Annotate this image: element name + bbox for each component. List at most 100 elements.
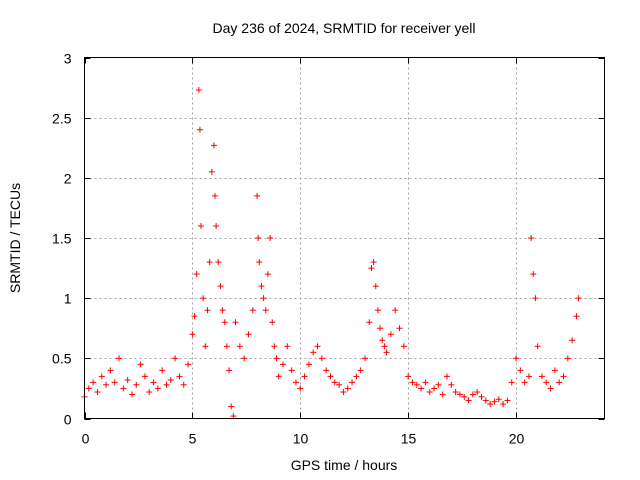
data-point: [383, 349, 390, 356]
data-point: [217, 283, 224, 290]
tick-labels: 0 0.5 1 1.5 2 2.5 3 0 5 10 15 20: [52, 51, 524, 447]
data-point: [206, 259, 213, 266]
data-point: [344, 385, 351, 392]
data-point: [478, 393, 485, 400]
data-point: [226, 367, 233, 374]
data-point: [405, 373, 412, 380]
data-point: [413, 381, 420, 388]
data-point: [318, 355, 325, 362]
data-point: [271, 343, 278, 350]
data-point: [241, 355, 248, 362]
data-points: [81, 86, 582, 420]
data-point: [323, 367, 330, 374]
data-point: [532, 295, 539, 302]
grid-lines: [84, 57, 605, 419]
data-point: [221, 319, 228, 326]
y-axis-label: SRMTID / TECUs: [7, 183, 23, 293]
data-point: [353, 373, 360, 380]
data-point: [258, 283, 265, 290]
y-tick-label: 3: [64, 51, 72, 67]
data-point: [400, 343, 407, 350]
data-point: [210, 142, 217, 149]
data-point: [528, 235, 535, 241]
data-point: [392, 307, 399, 314]
y-tick-label: 2.5: [52, 111, 72, 127]
data-point: [85, 385, 92, 392]
data-point: [116, 355, 123, 362]
data-point: [452, 389, 459, 396]
data-point: [223, 343, 230, 350]
data-point: [146, 389, 153, 396]
data-point: [301, 373, 308, 380]
data-point: [198, 222, 205, 229]
data-point: [357, 367, 364, 374]
data-point: [254, 192, 261, 199]
data-point: [193, 271, 200, 278]
data-point: [189, 331, 196, 338]
data-point: [551, 367, 558, 374]
data-point: [98, 373, 105, 380]
data-point: [456, 391, 463, 398]
data-point: [159, 367, 166, 374]
y-tick-label: 0.5: [52, 351, 72, 367]
data-point: [381, 343, 388, 350]
data-point: [422, 379, 429, 386]
data-point: [331, 379, 338, 386]
chart-title: Day 236 of 2024, SRMTID for receiver yel…: [213, 20, 476, 36]
data-point: [262, 307, 269, 314]
data-point: [374, 307, 381, 314]
data-point: [267, 235, 274, 241]
data-point: [120, 385, 127, 392]
data-point: [569, 337, 576, 344]
data-point: [372, 283, 379, 290]
x-tick-label: 10: [293, 431, 309, 447]
data-point: [504, 397, 511, 404]
data-point: [245, 331, 252, 338]
data-point: [547, 385, 554, 392]
data-point: [133, 381, 140, 388]
data-point: [228, 403, 235, 410]
data-point: [525, 373, 532, 380]
data-point: [513, 355, 520, 362]
x-tick-label: 20: [509, 431, 525, 447]
data-point: [185, 361, 192, 368]
data-point: [443, 373, 450, 380]
data-point: [461, 393, 468, 400]
data-point: [327, 373, 334, 380]
data-point: [508, 379, 515, 386]
data-point: [103, 381, 110, 388]
axis-ticks: [84, 57, 605, 420]
y-tick-label: 0: [64, 412, 72, 428]
data-point: [275, 373, 282, 380]
data-point: [575, 295, 582, 302]
x-tick-label: 0: [82, 431, 90, 447]
data-point: [435, 381, 442, 388]
data-point: [273, 355, 280, 362]
data-point: [556, 379, 563, 386]
data-point: [215, 259, 222, 266]
data-point: [560, 373, 567, 380]
data-point: [491, 398, 498, 405]
data-point: [128, 391, 135, 398]
data-point: [500, 401, 507, 408]
data-point: [232, 319, 239, 326]
data-point: [349, 379, 356, 386]
x-tick-label: 15: [401, 431, 417, 447]
data-point: [280, 361, 287, 368]
data-point: [213, 222, 220, 229]
data-point: [260, 295, 267, 302]
data-point: [340, 389, 347, 396]
data-point: [249, 307, 256, 314]
data-point: [172, 355, 179, 362]
data-point: [482, 397, 489, 404]
data-point: [431, 385, 438, 392]
data-point: [196, 126, 203, 133]
data-point: [310, 349, 317, 356]
y-tick-label: 2: [64, 171, 72, 187]
data-point: [426, 389, 433, 396]
data-point: [305, 361, 312, 368]
data-point: [90, 379, 97, 386]
data-point: [297, 385, 304, 392]
